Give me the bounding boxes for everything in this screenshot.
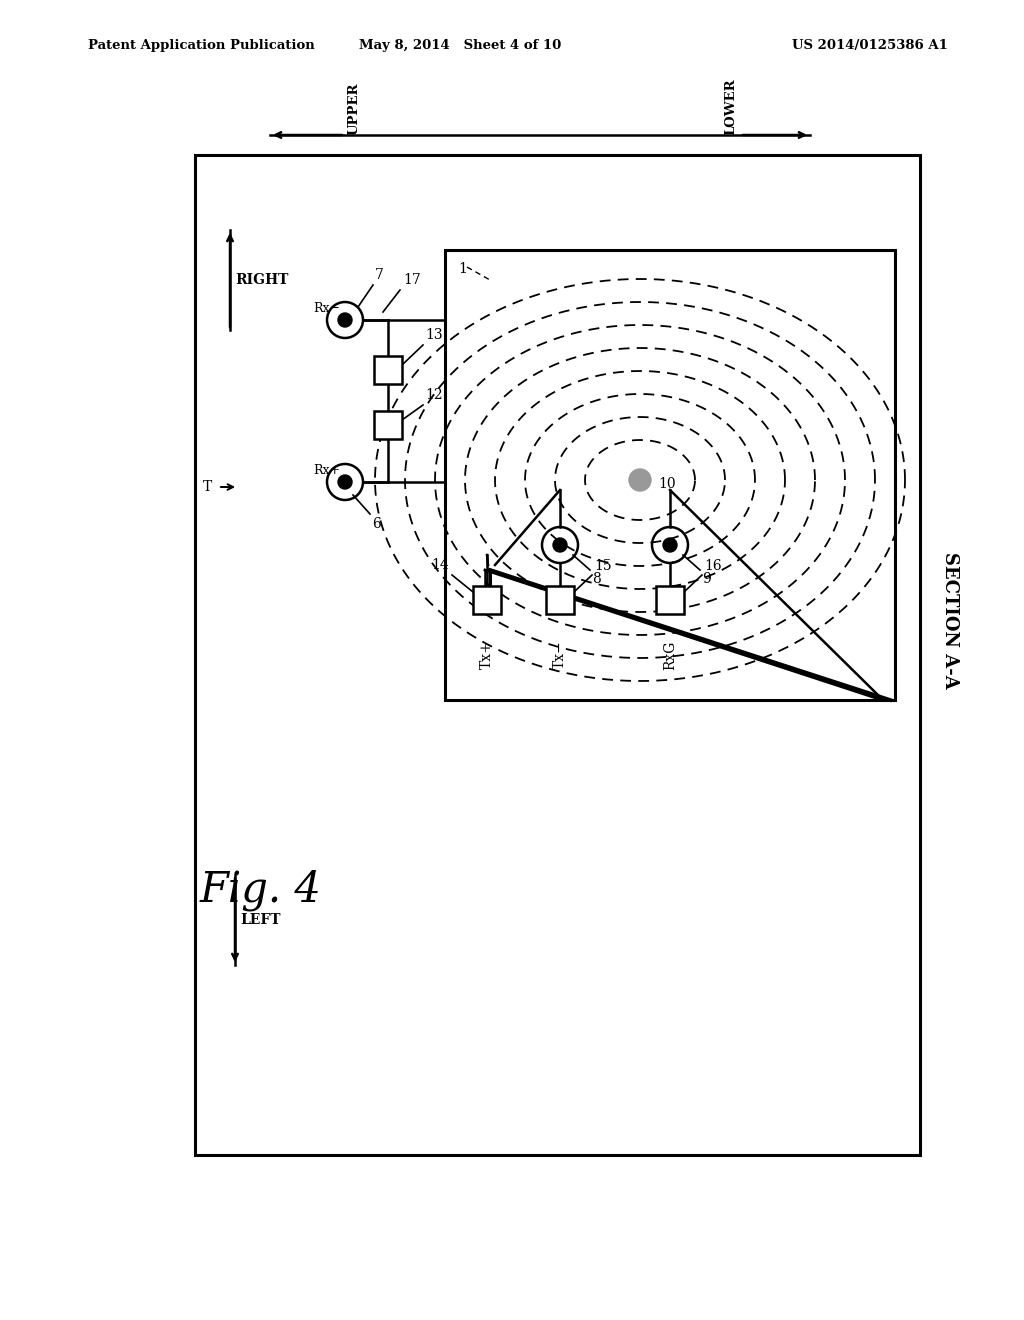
Bar (445, 249, 895, 700)
Text: 10: 10 (658, 477, 676, 491)
Circle shape (663, 539, 677, 552)
Text: Tx−: Tx− (553, 640, 567, 669)
Text: May 8, 2014   Sheet 4 of 10: May 8, 2014 Sheet 4 of 10 (358, 38, 561, 51)
Text: RxG: RxG (663, 640, 677, 669)
Text: 17: 17 (403, 273, 421, 286)
Text: RIGHT: RIGHT (234, 273, 289, 286)
Bar (656, 586, 684, 614)
Text: 9: 9 (702, 572, 711, 586)
Text: Rx−: Rx− (313, 302, 340, 315)
Bar (374, 356, 402, 384)
Text: UPPER: UPPER (348, 82, 361, 135)
Text: 7: 7 (375, 268, 384, 282)
Text: Patent Application Publication: Patent Application Publication (88, 38, 314, 51)
Text: 12: 12 (425, 388, 442, 403)
Text: 14: 14 (431, 558, 449, 572)
Text: LOWER: LOWER (724, 78, 737, 135)
Text: 16: 16 (705, 558, 722, 573)
Text: 6: 6 (372, 517, 381, 531)
Text: 1: 1 (458, 261, 467, 276)
Text: T: T (203, 480, 212, 494)
Text: Rx+: Rx+ (313, 465, 340, 477)
Bar (195, 154, 920, 1155)
Text: Tx+: Tx+ (480, 640, 494, 669)
Text: US 2014/0125386 A1: US 2014/0125386 A1 (792, 38, 948, 51)
Circle shape (553, 539, 567, 552)
Text: 15: 15 (594, 558, 611, 573)
Text: LEFT: LEFT (240, 913, 281, 927)
Text: 13: 13 (425, 327, 442, 342)
Bar (374, 411, 402, 440)
Circle shape (338, 475, 352, 488)
Text: SECTION A-A: SECTION A-A (941, 552, 959, 688)
Circle shape (629, 469, 651, 491)
Text: Fig. 4: Fig. 4 (200, 869, 322, 911)
Bar (546, 586, 574, 614)
Circle shape (338, 313, 352, 327)
Bar (473, 586, 501, 614)
Text: 8: 8 (592, 572, 601, 586)
